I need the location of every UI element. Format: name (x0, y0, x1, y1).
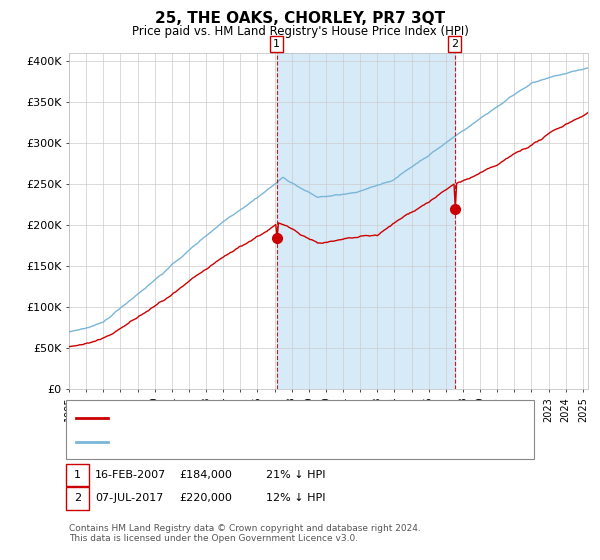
Text: 16-FEB-2007: 16-FEB-2007 (95, 470, 166, 480)
Text: 21% ↓ HPI: 21% ↓ HPI (266, 470, 325, 480)
Text: 25, THE OAKS, CHORLEY, PR7 3QT (detached house): 25, THE OAKS, CHORLEY, PR7 3QT (detached… (114, 413, 388, 423)
Text: 12% ↓ HPI: 12% ↓ HPI (266, 493, 325, 503)
Text: 07-JUL-2017: 07-JUL-2017 (95, 493, 163, 503)
Text: 2: 2 (451, 39, 458, 49)
Text: 25, THE OAKS, CHORLEY, PR7 3QT: 25, THE OAKS, CHORLEY, PR7 3QT (155, 11, 445, 26)
Text: £220,000: £220,000 (179, 493, 232, 503)
Text: Price paid vs. HM Land Registry's House Price Index (HPI): Price paid vs. HM Land Registry's House … (131, 25, 469, 38)
Text: HPI: Average price, detached house, Chorley: HPI: Average price, detached house, Chor… (114, 436, 347, 446)
Text: 1: 1 (74, 470, 81, 480)
Bar (277, 53, 455, 389)
Text: £184,000: £184,000 (179, 470, 232, 480)
Text: Contains HM Land Registry data © Crown copyright and database right 2024.
This d: Contains HM Land Registry data © Crown c… (69, 524, 421, 543)
Text: 1: 1 (273, 39, 280, 49)
Text: 2: 2 (74, 493, 81, 503)
